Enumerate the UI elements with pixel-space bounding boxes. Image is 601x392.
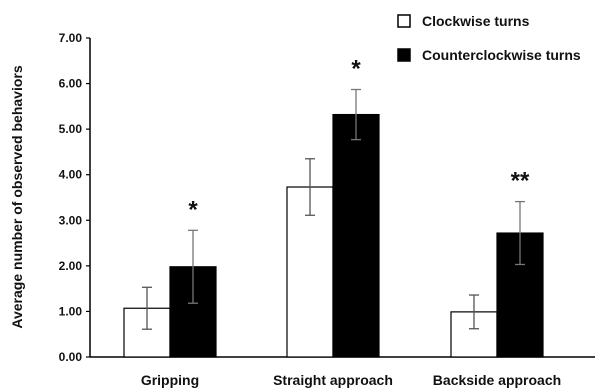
legend-label-counterclockwise: Counterclockwise turns (422, 47, 581, 63)
x-category-label: Straight approach (273, 372, 393, 388)
legend-swatch-counterclockwise (397, 48, 411, 62)
y-tick-label: 7.00 (59, 31, 83, 45)
significance-marker: ** (511, 168, 530, 195)
bar (332, 113, 380, 358)
y-tick-label: 2.00 (59, 259, 83, 273)
y-tick-label: 4.00 (59, 168, 83, 182)
y-tick-label: 1.00 (59, 304, 83, 318)
y-tick-label: 5.00 (59, 122, 83, 136)
legend-swatch-clockwise (397, 14, 411, 28)
x-category-label: Gripping (141, 372, 199, 388)
significance-marker: * (188, 196, 198, 223)
y-tick-label: 6.00 (59, 77, 83, 91)
legend: Clockwise turns Counterclockwise turns (397, 13, 581, 63)
x-category-label: Backside approach (433, 372, 561, 388)
significance-marker: * (351, 55, 361, 82)
legend-label-clockwise: Clockwise turns (422, 13, 530, 29)
bars: * Gripping * Straight approach ** Backside ap… (123, 55, 561, 388)
y-tick-label: 0.00 (59, 350, 83, 364)
y-tick-label: 3.00 (59, 213, 83, 227)
y-axis-label: Average number of observed behaviors (9, 65, 25, 328)
